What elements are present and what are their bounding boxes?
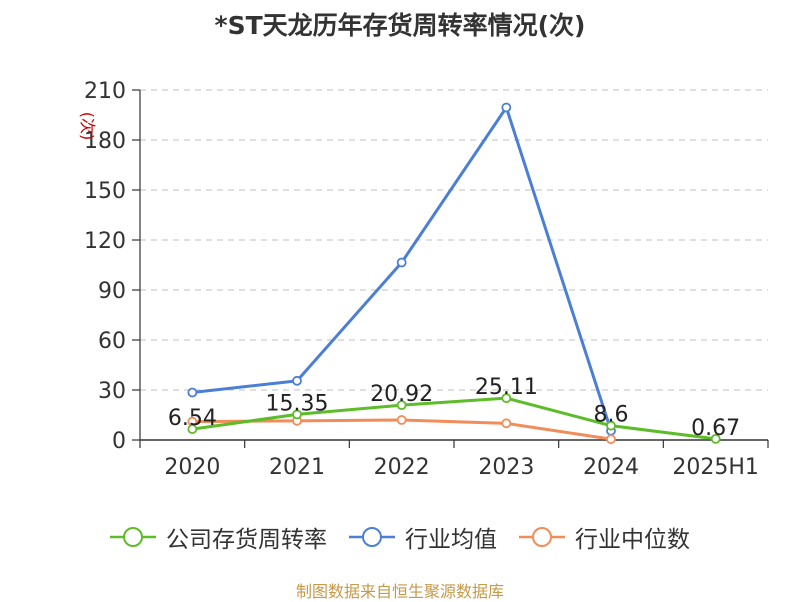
data-label: 8.6 bbox=[594, 403, 629, 428]
legend-swatch bbox=[349, 527, 395, 547]
source-note: 制图数据来自恒生聚源数据库 bbox=[295, 582, 504, 601]
data-label: 25.11 bbox=[475, 375, 538, 400]
chart-title: *ST天龙历年存货周转率情况(次) bbox=[214, 11, 586, 40]
axis-layer: 0 30 60 90 120 150 180 210 2020 2021 2022 2023 2024 2… bbox=[78, 79, 769, 480]
y-tick-label: 210 bbox=[84, 79, 126, 104]
x-tick-label: 2024 bbox=[583, 455, 639, 480]
y-tick-label: 30 bbox=[98, 379, 126, 404]
y-tick-label: 60 bbox=[98, 329, 126, 354]
legend-marker bbox=[362, 527, 382, 547]
legend-label: 公司存货周转率 bbox=[166, 527, 327, 553]
legend-item[interactable]: 公司存货周转率 bbox=[110, 520, 327, 554]
data-point bbox=[396, 400, 407, 411]
legend-swatch bbox=[110, 527, 156, 547]
data-label: 20.92 bbox=[370, 382, 433, 407]
series-line bbox=[192, 396, 716, 441]
data-point bbox=[187, 387, 198, 398]
legend-swatch bbox=[519, 527, 565, 547]
data-point bbox=[187, 424, 198, 435]
legend-marker bbox=[532, 527, 552, 547]
data-point bbox=[606, 420, 616, 431]
data-point bbox=[396, 257, 407, 268]
x-tick-label: 2025H1 bbox=[672, 455, 759, 480]
y-tick-label: 150 bbox=[84, 179, 126, 204]
data-point bbox=[292, 375, 302, 386]
legend-label: 行业中位数 bbox=[575, 527, 690, 553]
y-tick-label: 180 bbox=[84, 129, 126, 154]
legend-item[interactable]: 行业中位数 bbox=[519, 520, 690, 554]
legend-label: 行业均值 bbox=[405, 527, 497, 553]
x-tick-label: 2021 bbox=[269, 455, 325, 480]
data-point bbox=[710, 433, 721, 444]
data-point bbox=[501, 393, 512, 404]
x-tick-label: 2022 bbox=[374, 455, 430, 480]
data-point bbox=[501, 418, 512, 429]
x-tick-label: 2023 bbox=[478, 455, 534, 480]
legend-marker bbox=[123, 527, 143, 547]
data-label: 15.35 bbox=[266, 391, 329, 416]
y-axis-label: (次) bbox=[78, 112, 97, 141]
data-point bbox=[501, 102, 512, 113]
data-point bbox=[606, 434, 616, 445]
data-label: 6.54 bbox=[168, 406, 217, 431]
data-label: 0.67 bbox=[691, 416, 740, 441]
data-point bbox=[396, 415, 407, 425]
legend: 公司存货周转率 行业均值 行业中位数 bbox=[0, 520, 800, 554]
x-tick-label: 2020 bbox=[164, 455, 220, 480]
data-point bbox=[292, 409, 302, 420]
legend-item[interactable]: 行业均值 bbox=[349, 520, 497, 554]
data-label-layer: 6.54 15.35 20.92 25.11 8.6 0.67 bbox=[168, 375, 740, 441]
grid-layer bbox=[140, 89, 768, 391]
series-layer bbox=[187, 102, 721, 445]
y-tick-label: 120 bbox=[84, 229, 126, 254]
y-tick-label: 90 bbox=[98, 279, 126, 304]
y-tick-label: 0 bbox=[112, 429, 126, 454]
